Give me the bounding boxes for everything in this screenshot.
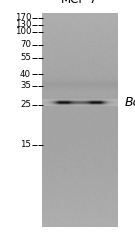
Text: 130: 130 (15, 20, 31, 29)
Text: 35: 35 (20, 81, 31, 90)
Text: 100: 100 (15, 27, 31, 36)
Text: 40: 40 (20, 70, 31, 78)
Text: 70: 70 (20, 40, 31, 49)
Text: Bcl-2: Bcl-2 (124, 96, 135, 109)
Text: 15: 15 (20, 140, 31, 149)
Text: 55: 55 (20, 53, 31, 62)
Text: MCF-7: MCF-7 (61, 0, 98, 6)
Text: 25: 25 (20, 100, 31, 109)
Text: 170: 170 (15, 13, 31, 22)
